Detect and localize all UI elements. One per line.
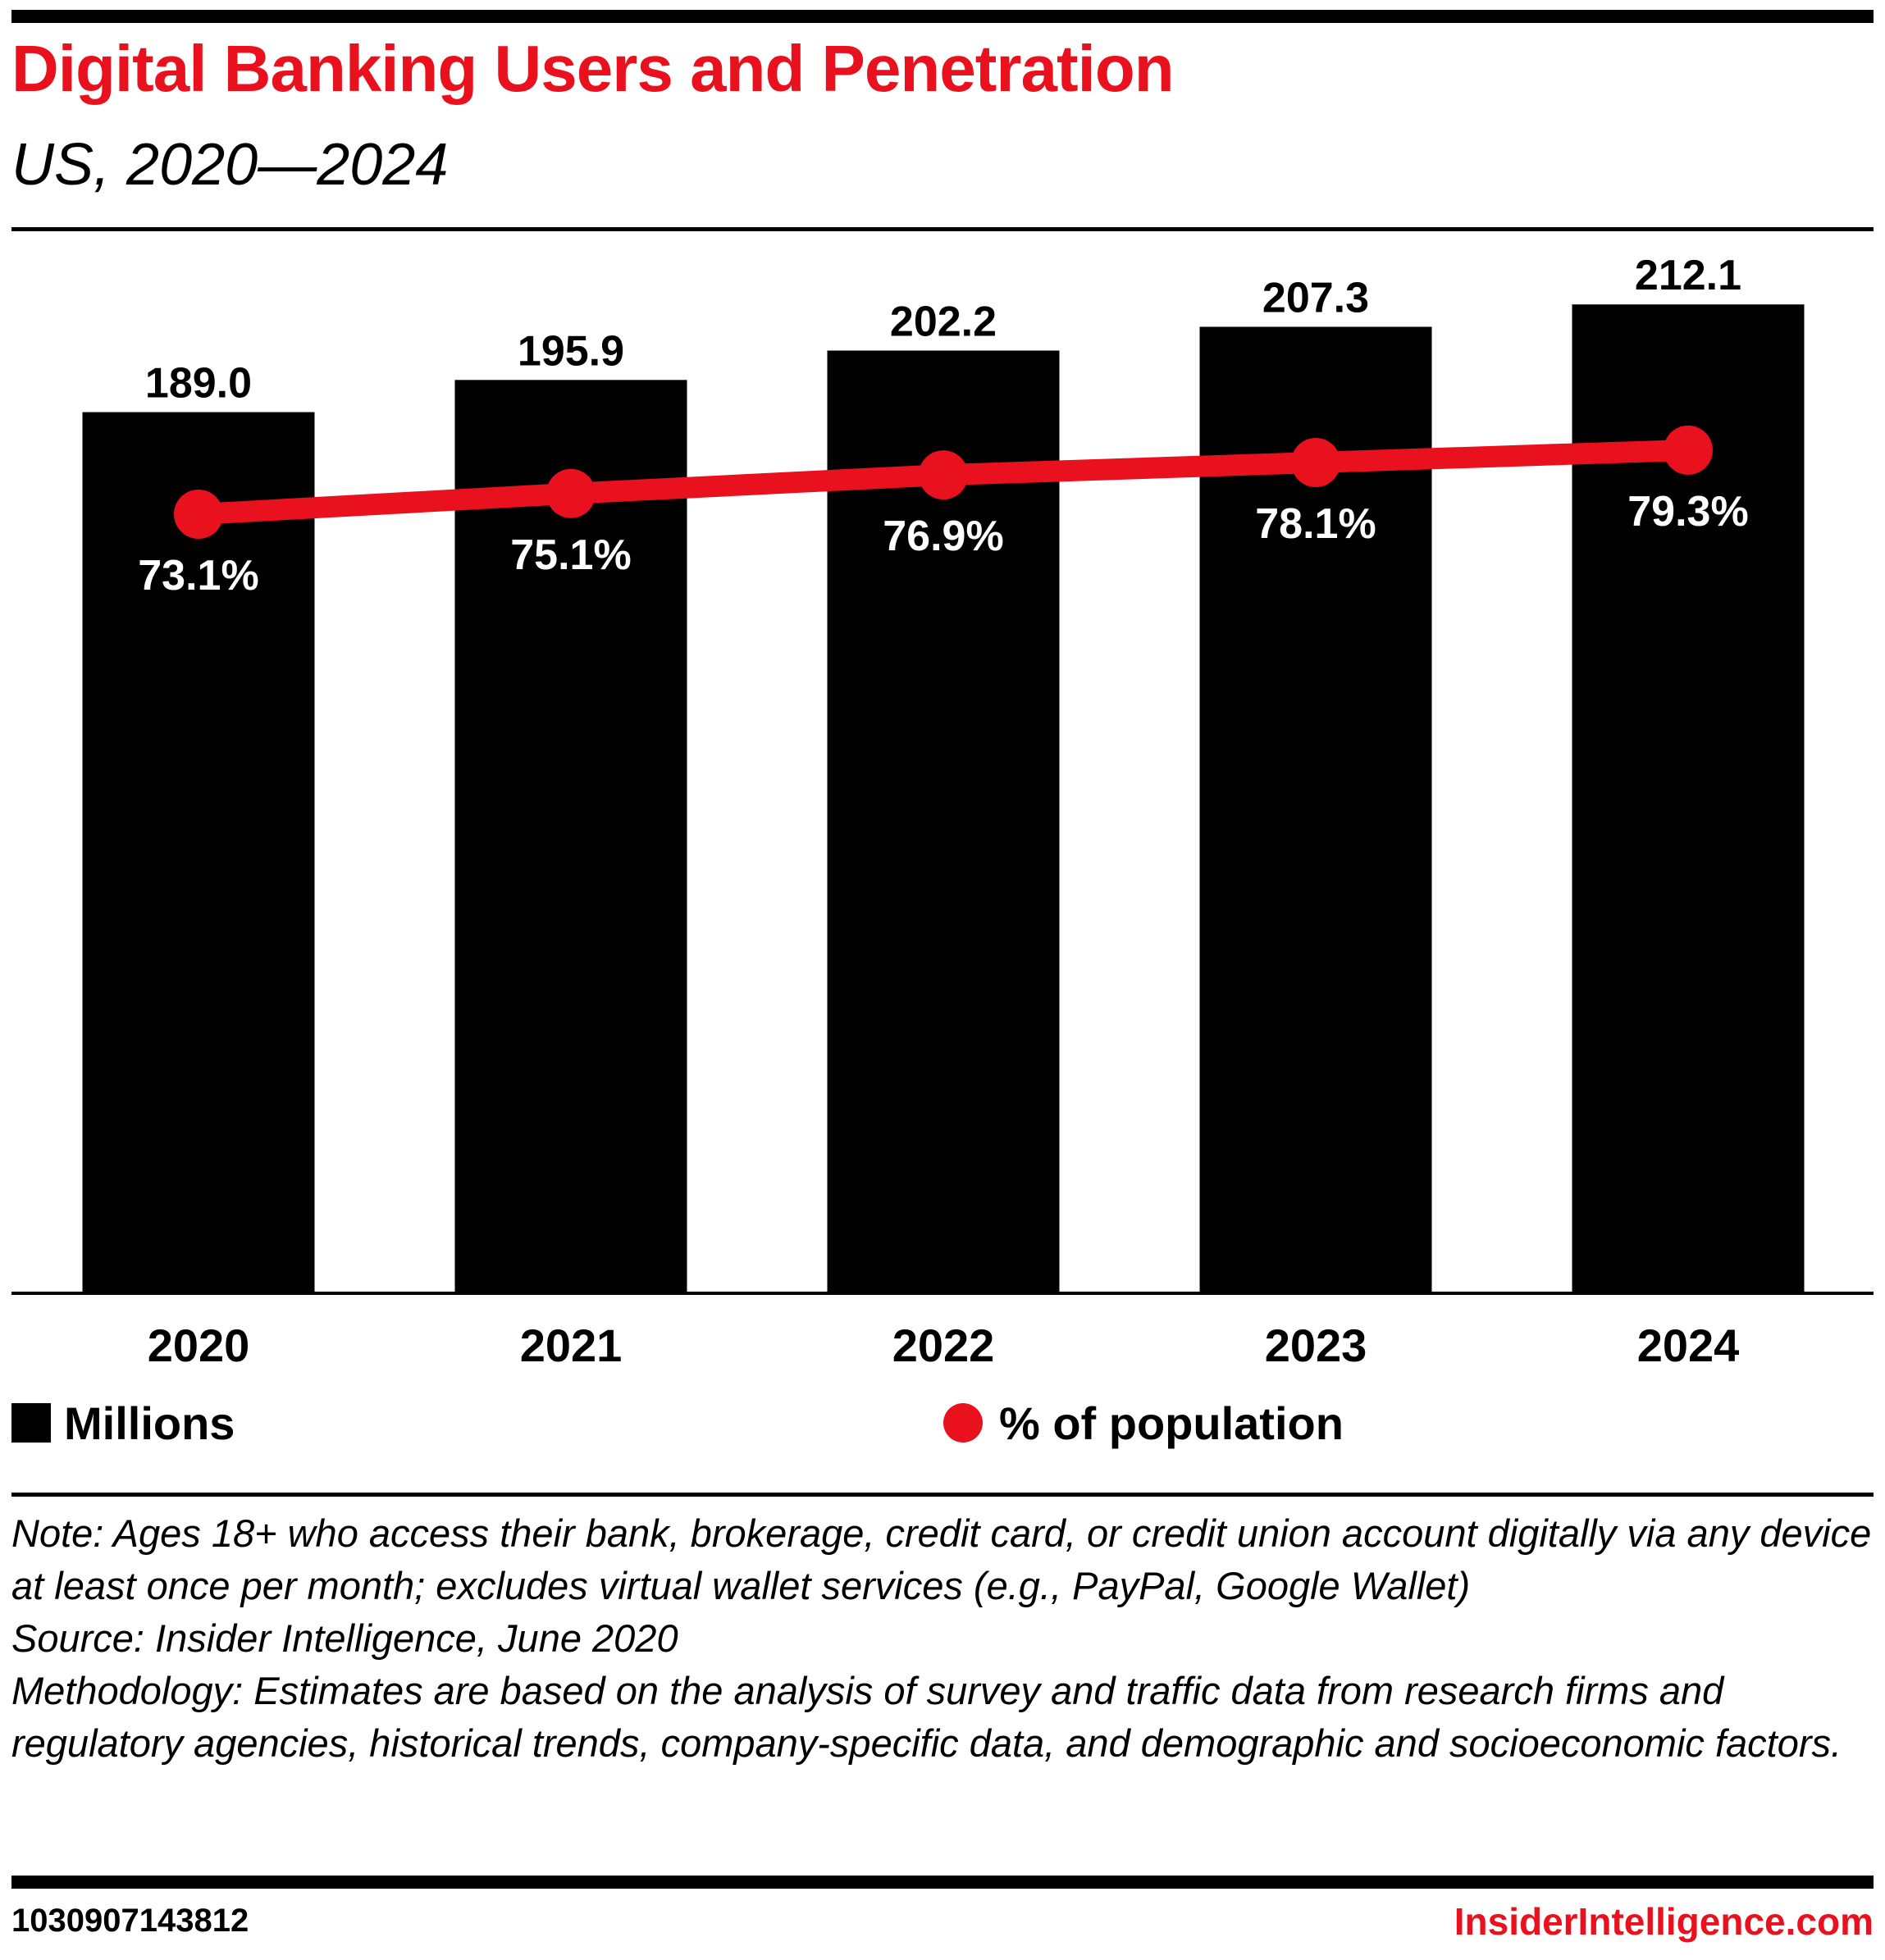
penetration-point-2024 (1664, 425, 1713, 475)
source-text: Source: Insider Intelligence, June 2020 (11, 1616, 678, 1660)
legend-dot-swatch-icon (943, 1403, 983, 1443)
x-tick-label: 2020 (148, 1320, 250, 1371)
notes-divider (11, 1493, 1874, 1497)
x-tick-label: 2023 (1265, 1320, 1367, 1371)
penetration-point-2022 (919, 450, 968, 500)
bottom-rule (11, 1876, 1874, 1889)
penetration-point-2023 (1291, 438, 1340, 487)
bar-value-label: 207.3 (1262, 274, 1369, 321)
legend-item-population: % of population (943, 1394, 1344, 1452)
bars-layer (82, 304, 1805, 1294)
chart-subtitle: US, 2020—2024 (11, 132, 449, 198)
penetration-point-2021 (546, 468, 596, 518)
bar-value-label: 202.2 (890, 298, 997, 345)
line-value-label: 76.9% (883, 513, 1003, 560)
note-text: Note: Ages 18+ who access their bank, br… (11, 1511, 1872, 1607)
brand-link[interactable]: InsiderIntelligence.com (1454, 1900, 1874, 1943)
line-value-label: 73.1% (138, 552, 258, 599)
line-value-label: 78.1% (1255, 500, 1376, 548)
bar-value-label: 212.1 (1635, 252, 1741, 299)
bar-2022 (827, 350, 1060, 1293)
notes-block: Note: Ages 18+ who access their bank, br… (11, 1507, 1874, 1770)
bar-value-label: 189.0 (145, 360, 252, 408)
legend-item-millions: Millions (11, 1394, 235, 1452)
top-rule (11, 10, 1874, 23)
legend-bar-swatch-icon (11, 1403, 51, 1443)
bar-value-label: 195.9 (518, 327, 624, 375)
x-tick-label: 2022 (892, 1320, 995, 1371)
x-tick-label: 2024 (1637, 1320, 1740, 1371)
chart-title: Digital Banking Users and Penetration (11, 32, 1175, 105)
line-layer (174, 425, 1713, 539)
x-axis-baseline (11, 1292, 1874, 1295)
bar-2023 (1199, 326, 1432, 1293)
line-value-label: 75.1% (510, 531, 631, 579)
methodology-text: Methodology: Estimates are based on the … (11, 1669, 1842, 1765)
line-value-label: 79.3% (1627, 488, 1748, 536)
legend-label-population: % of population (999, 1397, 1344, 1449)
bar-2021 (454, 380, 687, 1294)
bar-2020 (82, 412, 315, 1293)
header-divider (11, 227, 1874, 231)
penetration-point-2020 (174, 490, 223, 539)
legend-label-millions: Millions (64, 1397, 235, 1449)
labels-layer: 189.0 2020 195.9 2021 202.2 2022 207.3 2023 212.… (138, 252, 1748, 1371)
chart-area: 189.0 2020 195.9 2021 202.2 2022 207.3 2023 212.… (11, 252, 1874, 1371)
chart-id: 1030907143812 (11, 1903, 249, 1939)
x-tick-label: 2021 (520, 1320, 623, 1371)
